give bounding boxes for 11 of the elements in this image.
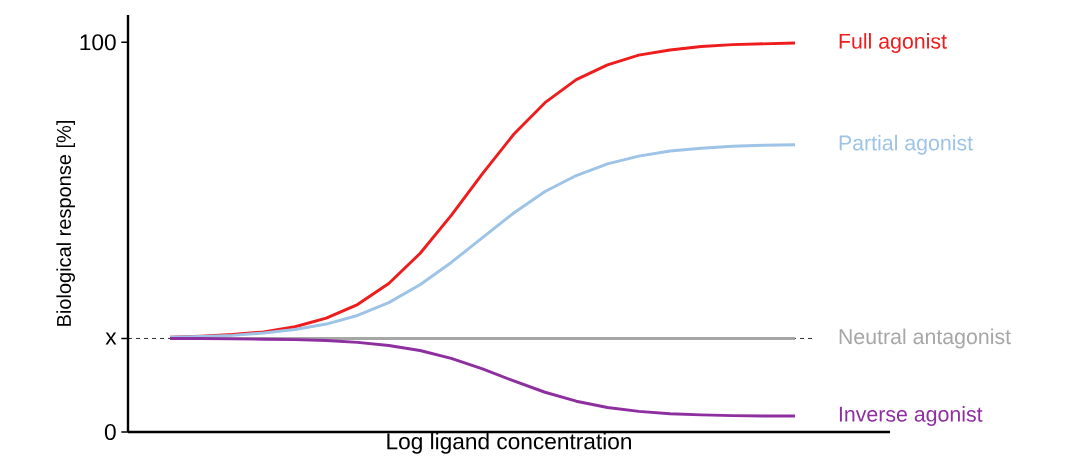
line-series bbox=[168, 143, 797, 339]
y-axis-title: Biological response [%] bbox=[56, 121, 75, 326]
x-axis-title: Log ligand concentration bbox=[387, 432, 631, 454]
text: Full agonist bbox=[839, 33, 947, 54]
y-tick-label: 100 bbox=[80, 34, 116, 51]
y-tick-label: x bbox=[105, 332, 117, 345]
y-tick-label: 0 bbox=[104, 423, 116, 441]
line-series bbox=[168, 337, 797, 418]
text: Neutral antagonist bbox=[839, 328, 1011, 349]
text: Inverse agonist bbox=[839, 406, 983, 426]
text: Partial agonist bbox=[839, 134, 973, 155]
